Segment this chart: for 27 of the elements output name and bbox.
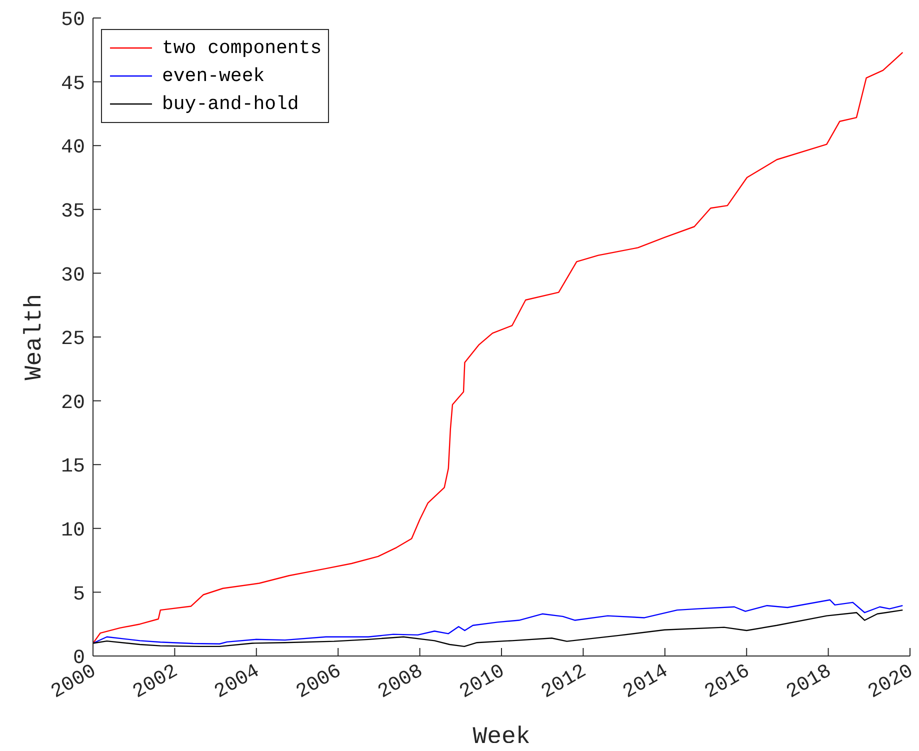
y-tick-label: 30 xyxy=(60,264,85,288)
legend-label: buy-and-hold xyxy=(162,93,299,115)
y-tick-label: 25 xyxy=(60,328,85,352)
x-axis-title: Week xyxy=(472,724,530,751)
legend-label: even-week xyxy=(162,65,265,87)
y-axis-title: Wealth xyxy=(22,294,49,380)
y-tick-label: 20 xyxy=(60,392,85,415)
x-tick-label: 2004 xyxy=(210,660,264,704)
x-tick-label: 2006 xyxy=(292,660,346,704)
y-tick-label: 50 xyxy=(60,9,85,32)
legend-label: two components xyxy=(162,37,322,59)
line-series xyxy=(93,599,904,644)
x-tick-label: 2008 xyxy=(374,660,428,704)
x-tick-label: 2014 xyxy=(619,660,672,704)
x-tick-label: 2020 xyxy=(864,660,918,704)
y-tick-label: 15 xyxy=(60,456,85,479)
y-tick-label: 5 xyxy=(72,583,85,606)
y-tick-label: 35 xyxy=(60,200,85,224)
x-tick-label: 2012 xyxy=(538,660,591,704)
y-tick-label: 45 xyxy=(60,72,85,96)
y-tick-label: 10 xyxy=(60,520,85,542)
x-tick-label: 2016 xyxy=(701,660,754,704)
x-tick-label: 2002 xyxy=(129,660,182,704)
x-tick-label: 2010 xyxy=(456,660,509,704)
x-tick-label: 2018 xyxy=(782,660,836,704)
line-series xyxy=(93,609,904,648)
y-tick-label: 40 xyxy=(60,136,85,160)
